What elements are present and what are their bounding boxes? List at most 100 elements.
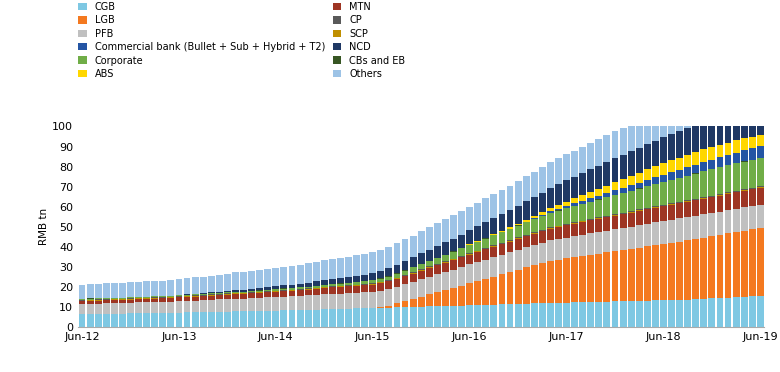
Bar — [329, 294, 336, 309]
Bar — [523, 235, 530, 236]
Bar — [587, 220, 594, 221]
Bar — [644, 209, 651, 224]
Bar — [426, 307, 433, 327]
Bar — [296, 290, 303, 296]
Bar — [313, 286, 320, 288]
Bar — [749, 229, 756, 296]
Bar — [684, 128, 691, 155]
Bar — [183, 294, 190, 295]
Bar — [240, 292, 247, 293]
Bar — [693, 201, 699, 216]
Bar — [192, 295, 199, 296]
Bar — [741, 191, 748, 208]
Bar — [636, 209, 643, 211]
Bar — [474, 251, 481, 252]
Bar — [619, 128, 626, 155]
Bar — [248, 293, 255, 294]
Bar — [94, 300, 101, 301]
Bar — [498, 214, 505, 231]
Bar — [224, 292, 231, 294]
Bar — [466, 283, 473, 305]
Bar — [313, 262, 320, 281]
Bar — [135, 282, 142, 296]
Bar — [563, 224, 570, 225]
Bar — [612, 216, 619, 229]
Bar — [684, 176, 691, 201]
Bar — [410, 282, 417, 299]
Bar — [272, 286, 279, 289]
Bar — [587, 221, 594, 233]
Bar — [296, 265, 303, 283]
Bar — [272, 297, 279, 311]
Bar — [515, 225, 522, 237]
Bar — [531, 216, 537, 218]
Bar — [741, 161, 748, 189]
Bar — [200, 294, 207, 295]
Bar — [676, 218, 683, 241]
Bar — [636, 120, 643, 148]
Bar — [410, 273, 417, 282]
Bar — [580, 221, 586, 222]
Bar — [498, 274, 505, 304]
Bar — [103, 300, 110, 304]
Bar — [337, 287, 344, 294]
Bar — [757, 205, 764, 228]
Bar — [732, 110, 739, 140]
Bar — [135, 299, 142, 302]
Bar — [224, 273, 231, 291]
Bar — [144, 281, 150, 296]
Bar — [289, 289, 296, 290]
Bar — [466, 207, 473, 230]
Bar — [612, 195, 619, 214]
Bar — [272, 268, 279, 286]
Bar — [725, 194, 732, 210]
Bar — [426, 267, 433, 268]
Bar — [725, 166, 732, 192]
Bar — [183, 301, 190, 312]
Bar — [693, 216, 699, 239]
Bar — [281, 311, 287, 327]
Bar — [466, 255, 473, 264]
Bar — [264, 290, 271, 291]
Bar — [353, 308, 360, 327]
Bar — [474, 226, 481, 241]
Bar — [539, 193, 546, 212]
Bar — [708, 213, 715, 236]
Bar — [555, 303, 562, 327]
Bar — [482, 305, 489, 327]
Bar — [94, 314, 101, 327]
Bar — [394, 265, 400, 273]
Bar — [619, 155, 626, 179]
Bar — [604, 135, 611, 162]
Bar — [183, 278, 190, 294]
Bar — [491, 194, 498, 218]
Bar — [385, 306, 392, 308]
Bar — [144, 298, 150, 299]
Bar — [264, 311, 271, 327]
Bar — [378, 307, 385, 308]
Bar — [547, 261, 554, 303]
Bar — [135, 298, 142, 299]
Bar — [628, 249, 635, 301]
Bar — [619, 228, 626, 250]
Bar — [127, 314, 134, 327]
Bar — [216, 294, 223, 295]
Bar — [394, 279, 400, 287]
Bar — [757, 187, 764, 205]
Bar — [515, 237, 522, 238]
Bar — [725, 155, 732, 165]
Bar — [531, 219, 537, 232]
Bar — [450, 260, 457, 269]
Bar — [636, 248, 643, 301]
Bar — [693, 239, 699, 299]
Bar — [94, 298, 101, 299]
Bar — [563, 206, 570, 208]
Bar — [515, 239, 522, 250]
Bar — [289, 310, 296, 327]
Bar — [94, 284, 101, 298]
Bar — [506, 210, 513, 227]
Bar — [321, 288, 328, 294]
Bar — [426, 277, 433, 294]
Bar — [684, 202, 691, 217]
Bar — [458, 267, 465, 286]
